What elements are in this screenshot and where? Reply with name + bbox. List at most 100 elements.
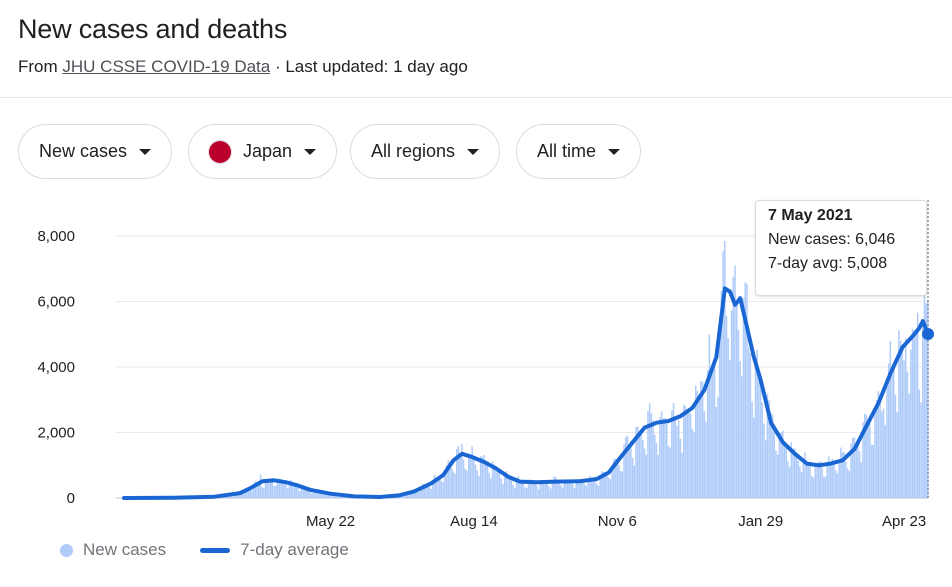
daily-case-bar — [768, 399, 770, 498]
daily-case-bar — [759, 381, 762, 498]
tooltip-avg: 7-day avg: 5,008 — [768, 255, 888, 272]
tooltip-new-cases: New cases: 6,046 — [768, 231, 896, 248]
daily-case-bar — [609, 479, 612, 498]
daily-case-bar — [613, 459, 615, 498]
x-tick-label: Apr 23 — [882, 513, 926, 530]
daily-case-bar — [493, 464, 496, 498]
daily-case-bar — [684, 406, 687, 498]
cases-chart[interactable]: 0 2,000 4,000 6,000 8,000 May 22 Aug 14 Nov 6 J… — [0, 195, 952, 535]
daily-case-bar — [307, 489, 310, 498]
daily-case-bar — [870, 444, 873, 498]
daily-case-bar — [486, 461, 489, 498]
daily-case-bar — [519, 479, 521, 498]
daily-case-bar — [541, 480, 543, 498]
daily-case-bar — [855, 444, 857, 498]
daily-case-bar — [857, 445, 859, 498]
chevron-down-icon — [467, 148, 480, 155]
legend-avg-label: 7-day average — [240, 540, 349, 559]
daily-case-bar — [496, 469, 499, 498]
daily-case-bar — [724, 240, 726, 498]
daily-case-bar — [437, 476, 439, 498]
daily-case-bar — [881, 411, 883, 498]
daily-case-bar — [614, 458, 617, 498]
chevron-down-icon — [608, 148, 621, 155]
daily-case-bar — [715, 406, 717, 498]
country-dropdown[interactable]: Japan — [188, 124, 338, 179]
daily-case-bar — [560, 484, 562, 498]
daily-case-bar — [794, 448, 796, 498]
y-axis-ticks: 0 2,000 4,000 6,000 8,000 — [37, 228, 75, 507]
daily-case-bar — [674, 418, 677, 498]
daily-case-bar — [466, 470, 468, 498]
daily-case-bar — [423, 484, 426, 498]
daily-case-bar — [807, 462, 810, 498]
daily-case-bar — [911, 328, 914, 498]
daily-case-bar — [594, 477, 596, 498]
daily-case-bar — [638, 431, 641, 498]
daily-case-bar — [817, 461, 820, 498]
daily-case-bar — [676, 425, 678, 498]
x-axis-ticks: May 22 Aug 14 Nov 6 Jan 29 Apr 23 — [306, 513, 926, 530]
daily-case-bar — [549, 488, 552, 498]
daily-case-bar — [551, 479, 554, 498]
daily-case-bar — [288, 480, 291, 498]
daily-case-bar — [616, 461, 618, 498]
metric-dropdown[interactable]: New cases — [18, 124, 173, 179]
daily-case-bar — [727, 338, 729, 498]
daily-case-bar — [910, 349, 912, 498]
x-tick-label: Aug 14 — [450, 513, 498, 530]
y-tick-label: 2,000 — [37, 425, 75, 442]
daily-case-bar — [565, 479, 567, 498]
daily-case-bar — [293, 485, 296, 498]
avg-line-path — [122, 286, 930, 500]
source-link[interactable]: JHU CSSE COVID-19 Data — [62, 57, 271, 76]
daily-case-bar — [435, 477, 438, 498]
daily-case-bar — [461, 443, 463, 498]
metric-dropdown-label: New cases — [39, 141, 128, 161]
daily-case-bar — [841, 452, 844, 498]
daily-case-bar — [665, 422, 668, 498]
daily-case-bar — [893, 362, 895, 498]
daily-case-bar — [421, 483, 424, 498]
daily-case-bar — [322, 494, 325, 498]
daily-case-bar — [300, 487, 303, 498]
daily-case-bar — [865, 415, 868, 498]
daily-case-bar — [428, 486, 431, 498]
daily-case-bar — [626, 436, 629, 498]
hover-point — [922, 327, 934, 340]
y-tick-label: 8,000 — [37, 228, 75, 245]
daily-case-bar — [420, 486, 422, 498]
region-dropdown[interactable]: All regions — [350, 124, 501, 179]
daily-case-bar — [481, 457, 484, 498]
daily-case-bar — [281, 481, 284, 498]
daily-case-bar — [746, 283, 748, 498]
daily-case-bar — [251, 490, 253, 498]
daily-case-bar — [590, 479, 593, 498]
daily-case-bar — [483, 454, 485, 498]
daily-case-bar — [631, 457, 634, 498]
daily-case-bar — [240, 492, 243, 498]
daily-case-bar — [747, 347, 750, 498]
daily-case-bar — [898, 330, 900, 498]
daily-case-bar — [823, 476, 825, 498]
chart-tooltip: 7 May 2021 New cases: 6,046 7-day avg: 5… — [755, 200, 927, 296]
range-dropdown[interactable]: All time — [516, 124, 642, 179]
daily-case-bar — [659, 417, 661, 498]
daily-case-bar — [819, 461, 822, 498]
daily-case-bar — [271, 479, 274, 498]
legend-new-cases-label: New cases — [83, 540, 167, 559]
daily-case-bar — [580, 478, 583, 498]
daily-case-bar — [514, 487, 516, 498]
daily-case-bar — [488, 472, 490, 498]
daily-case-bar — [490, 478, 492, 498]
daily-case-bar — [643, 448, 646, 498]
daily-case-bar — [577, 478, 579, 498]
daily-case-bar — [575, 480, 578, 498]
daily-case-bar — [790, 442, 793, 498]
daily-case-bar — [536, 485, 538, 498]
daily-case-bar — [877, 390, 880, 498]
daily-case-bar — [553, 476, 555, 498]
daily-case-bar — [259, 474, 262, 498]
new-cases-bars — [124, 240, 929, 498]
daily-case-bar — [252, 483, 255, 498]
